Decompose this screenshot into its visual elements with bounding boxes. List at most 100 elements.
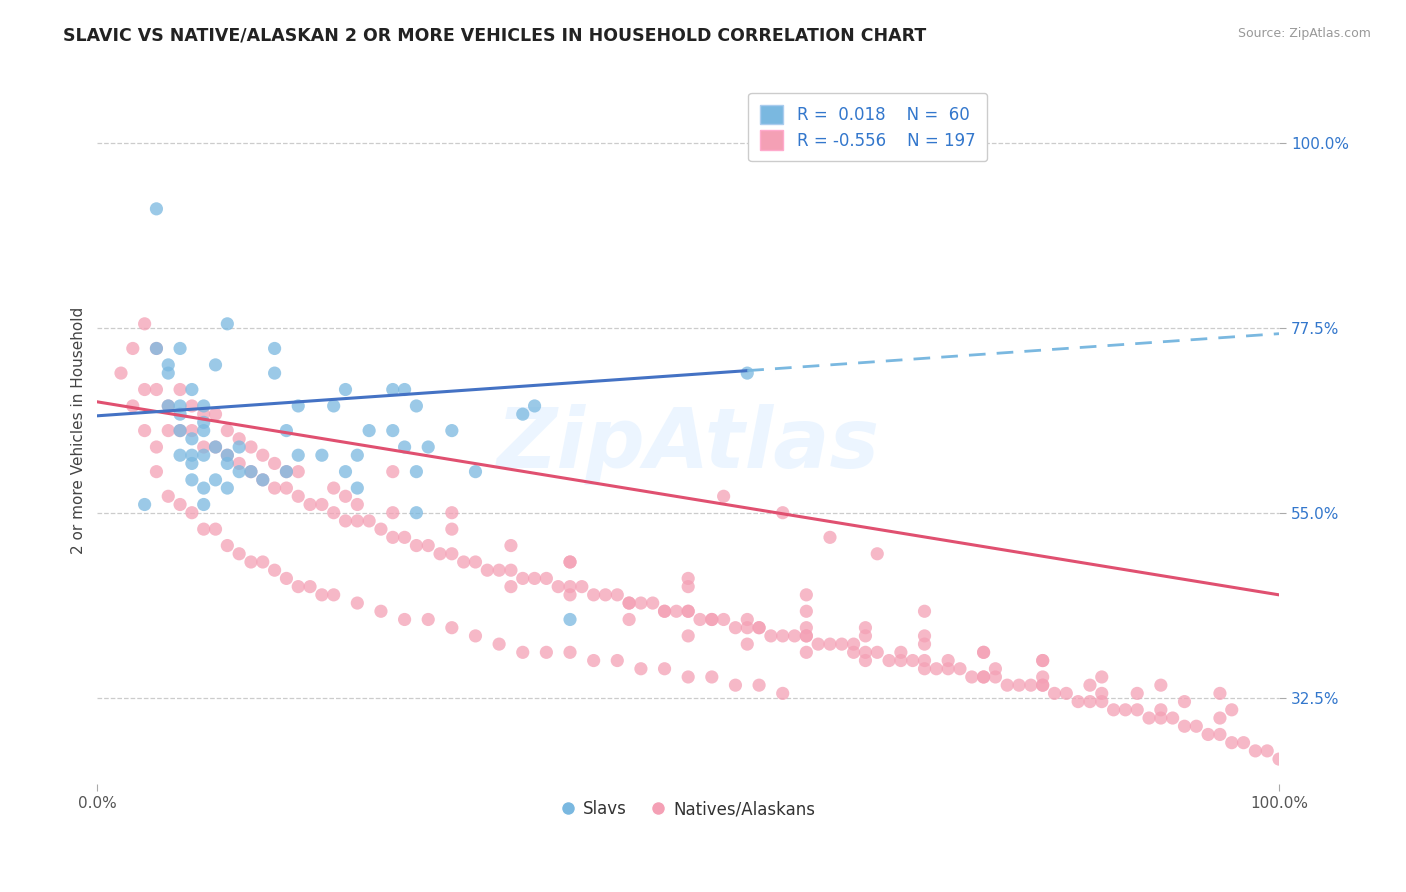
Point — [914, 637, 936, 651]
Point — [346, 596, 368, 610]
Point — [724, 678, 747, 692]
Point — [217, 539, 239, 553]
Point — [759, 629, 782, 643]
Point — [477, 563, 499, 577]
Point — [1173, 695, 1195, 709]
Point — [440, 506, 463, 520]
Point — [252, 555, 274, 569]
Point — [1161, 711, 1184, 725]
Point — [973, 645, 995, 659]
Point — [558, 555, 581, 569]
Point — [855, 654, 877, 668]
Point — [617, 612, 640, 626]
Point — [689, 612, 711, 626]
Point — [180, 383, 202, 397]
Point — [499, 539, 522, 553]
Point — [394, 440, 416, 454]
Point — [512, 645, 534, 659]
Text: Source: ZipAtlas.com: Source: ZipAtlas.com — [1237, 27, 1371, 40]
Point — [1008, 678, 1031, 692]
Point — [228, 547, 250, 561]
Point — [914, 629, 936, 643]
Point — [960, 670, 983, 684]
Point — [193, 416, 215, 430]
Point — [995, 678, 1018, 692]
Point — [1220, 736, 1243, 750]
Point — [145, 440, 167, 454]
Point — [204, 473, 226, 487]
Point — [204, 358, 226, 372]
Point — [263, 366, 285, 380]
Point — [1232, 736, 1254, 750]
Point — [217, 448, 239, 462]
Point — [169, 399, 191, 413]
Point — [464, 629, 486, 643]
Point — [676, 604, 699, 618]
Point — [276, 571, 298, 585]
Point — [299, 498, 322, 512]
Point — [252, 473, 274, 487]
Point — [595, 588, 617, 602]
Point — [464, 465, 486, 479]
Point — [239, 440, 262, 454]
Point — [335, 489, 357, 503]
Point — [582, 654, 605, 668]
Point — [676, 604, 699, 618]
Point — [772, 506, 794, 520]
Y-axis label: 2 or more Vehicles in Household: 2 or more Vehicles in Household — [72, 307, 86, 554]
Point — [796, 629, 818, 643]
Point — [842, 645, 865, 659]
Point — [440, 522, 463, 536]
Point — [796, 645, 818, 659]
Point — [145, 342, 167, 356]
Point — [193, 440, 215, 454]
Point — [169, 448, 191, 462]
Point — [1220, 703, 1243, 717]
Point — [617, 596, 640, 610]
Point — [1032, 654, 1054, 668]
Point — [1173, 719, 1195, 733]
Point — [735, 621, 758, 635]
Point — [877, 654, 900, 668]
Point — [204, 407, 226, 421]
Point — [157, 399, 180, 413]
Point — [193, 448, 215, 462]
Point — [1126, 703, 1149, 717]
Point — [1091, 695, 1114, 709]
Point — [630, 662, 652, 676]
Point — [1102, 703, 1125, 717]
Point — [1114, 703, 1136, 717]
Point — [700, 612, 723, 626]
Point — [818, 530, 841, 544]
Point — [748, 678, 770, 692]
Point — [914, 662, 936, 676]
Point — [429, 547, 451, 561]
Point — [180, 506, 202, 520]
Point — [228, 457, 250, 471]
Point — [169, 424, 191, 438]
Point — [1078, 695, 1101, 709]
Point — [1256, 744, 1278, 758]
Point — [748, 621, 770, 635]
Point — [842, 637, 865, 651]
Point — [796, 604, 818, 618]
Point — [1019, 678, 1042, 692]
Point — [335, 465, 357, 479]
Point — [145, 202, 167, 216]
Point — [346, 498, 368, 512]
Point — [676, 580, 699, 594]
Point — [180, 424, 202, 438]
Point — [654, 662, 676, 676]
Point — [217, 457, 239, 471]
Point — [169, 342, 191, 356]
Point — [676, 629, 699, 643]
Point — [558, 588, 581, 602]
Point — [783, 629, 806, 643]
Point — [346, 514, 368, 528]
Point — [713, 612, 735, 626]
Point — [654, 604, 676, 618]
Point — [973, 645, 995, 659]
Point — [252, 473, 274, 487]
Point — [134, 317, 156, 331]
Point — [335, 514, 357, 528]
